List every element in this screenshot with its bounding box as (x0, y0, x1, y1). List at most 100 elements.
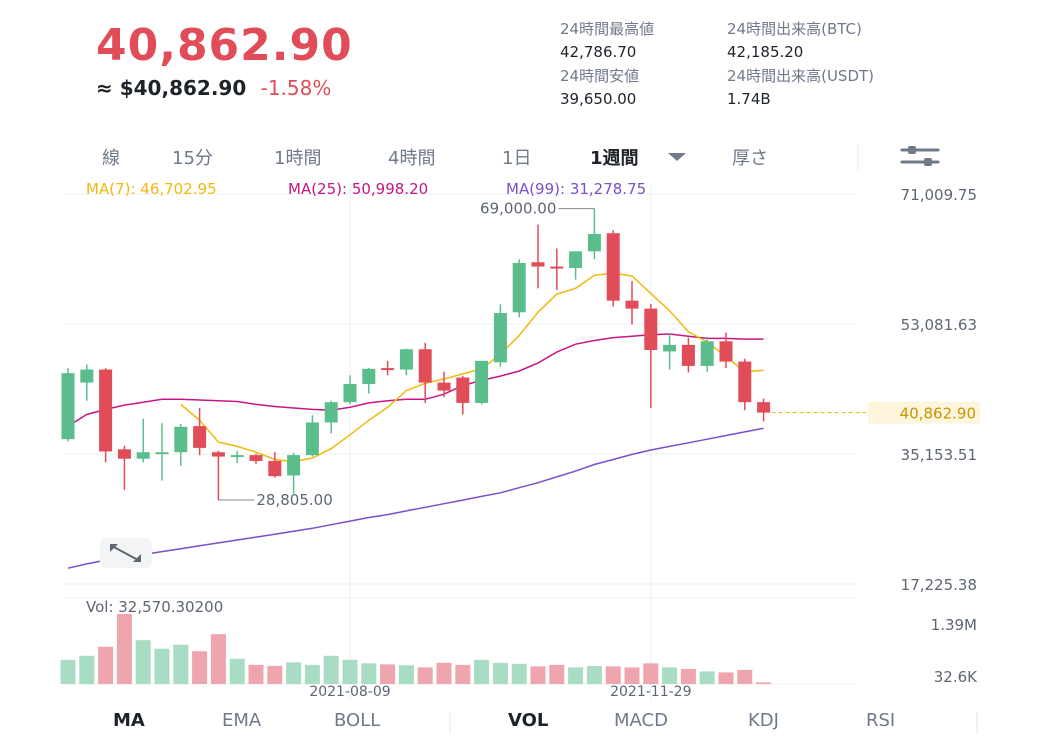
tab-macd[interactable]: MACD (614, 710, 668, 731)
tab-ema[interactable]: EMA (222, 710, 262, 731)
tab-1d[interactable]: 1日 (502, 148, 532, 169)
candle-body (61, 373, 75, 440)
stat-value: 1.74B (727, 90, 771, 108)
candle-body (644, 308, 658, 350)
last-price-label: 40,862.90 (900, 405, 976, 423)
volume-bar (549, 664, 565, 684)
change-percent: -1.58% (260, 76, 332, 100)
volume-bar (210, 634, 226, 684)
stat-label: 24時間安値 (560, 67, 640, 85)
x-tick-label: 2021-08-09 (309, 684, 390, 700)
candle-body (700, 341, 714, 366)
chevron-down-icon[interactable] (668, 153, 686, 161)
candle-body (550, 266, 564, 269)
candle-body (268, 460, 282, 477)
stat-label: 24時間出来高(USDT) (727, 67, 875, 85)
volume-bar (98, 646, 114, 684)
candle-body (757, 402, 771, 413)
candle-body (475, 360, 489, 403)
volume-max-label: 1.39M (931, 616, 977, 634)
tab-ma[interactable]: MA (113, 710, 145, 731)
candle-body (681, 344, 695, 366)
ma-legend-1: MA(25): 50,998.20 (288, 180, 428, 198)
stat-label: 24時間最高値 (560, 20, 655, 38)
volume-bar (662, 667, 678, 684)
candle-body (738, 361, 752, 403)
high-marker-label: 69,000.00 (480, 200, 556, 218)
candle-body (136, 452, 150, 459)
candle-body (230, 455, 244, 458)
candle-body (569, 251, 583, 269)
candle-body (625, 300, 639, 309)
volume-legend: Vol: 32,570.30200 (86, 598, 223, 616)
expand-arrows-icon[interactable] (100, 538, 152, 568)
volume-bar (756, 682, 772, 684)
volume-bar (718, 672, 734, 684)
candle-body (174, 426, 188, 453)
volume-bar (267, 665, 283, 684)
ma-legend-2: MA(99): 31,278.75 (506, 180, 646, 198)
volume-bar (417, 667, 433, 684)
tab-line[interactable]: 線 (102, 148, 120, 169)
volume-bar (436, 662, 452, 684)
approx-line: ≈ $40,862.90 -1.58% (96, 76, 353, 100)
candle-body (399, 349, 413, 370)
y-tick-label: 71,009.75 (901, 186, 977, 204)
tab-1h[interactable]: 1時間 (274, 148, 322, 169)
tab-rsi[interactable]: RSI (866, 710, 896, 731)
volume-bar (342, 659, 358, 684)
volume-bar (229, 658, 245, 684)
sliders-icon[interactable] (900, 146, 940, 166)
price-block: 40,862.90 ≈ $40,862.90 -1.58% (96, 18, 353, 100)
volume-bar (605, 666, 621, 684)
approx-usd-price: ≈ $40,862.90 (96, 76, 247, 100)
last-price: 40,862.90 (96, 20, 353, 71)
volume-bar (680, 668, 696, 684)
low-marker-label: 28,805.00 (256, 491, 332, 509)
volume-bar (154, 648, 170, 684)
y-tick-label: 17,225.38 (901, 576, 977, 594)
tab-4h[interactable]: 4時間 (388, 148, 436, 169)
tab-15m[interactable]: 15分 (172, 148, 213, 169)
tab-boll[interactable]: BOLL (334, 710, 381, 731)
volume-min-label: 32.6K (934, 668, 978, 686)
volume-bar (455, 664, 471, 684)
candle-body (437, 382, 451, 391)
candle-body (193, 426, 207, 448)
candle-body (287, 455, 301, 476)
candle-body (531, 262, 545, 267)
candle-body (305, 422, 319, 456)
y-tick-label: 53,081.63 (901, 316, 977, 334)
volume-bar (474, 659, 490, 684)
volume-bar (323, 655, 339, 684)
ma99-line (67, 427, 764, 569)
interval-tabs: 線 15分 1時間 4時間 1日 1週間 厚さ (0, 140, 1062, 174)
volume-bar (79, 655, 95, 684)
volume-bar (192, 651, 208, 684)
candle-body (663, 344, 677, 352)
ma7-line (180, 272, 764, 463)
volume-bar (699, 671, 715, 684)
candle-body (606, 233, 620, 301)
volume-bar (492, 662, 508, 684)
candle-body (99, 369, 113, 452)
volume-bar (248, 664, 264, 684)
candle-body (249, 455, 263, 461)
candle-body (80, 369, 94, 383)
volume-bar (116, 614, 132, 684)
tab-kdj[interactable]: KDJ (748, 710, 779, 731)
candle-body (587, 233, 601, 252)
candle-body (324, 402, 338, 423)
volume-bar (135, 640, 151, 684)
volume-bar (643, 663, 659, 684)
volume-bar (60, 659, 76, 684)
volume-bar (530, 666, 546, 684)
tab-vol[interactable]: VOL (508, 710, 549, 731)
volume-bar (361, 663, 377, 684)
tab-depth[interactable]: 厚さ (732, 148, 768, 169)
last-price-tag (868, 401, 980, 424)
tab-1w[interactable]: 1週間 (590, 148, 639, 169)
stat-24h-low: 24時間安値 39,650.00 (560, 65, 639, 108)
candle-body (343, 384, 357, 403)
stat-24h-high: 24時間最高値 42,786.70 (560, 18, 654, 61)
